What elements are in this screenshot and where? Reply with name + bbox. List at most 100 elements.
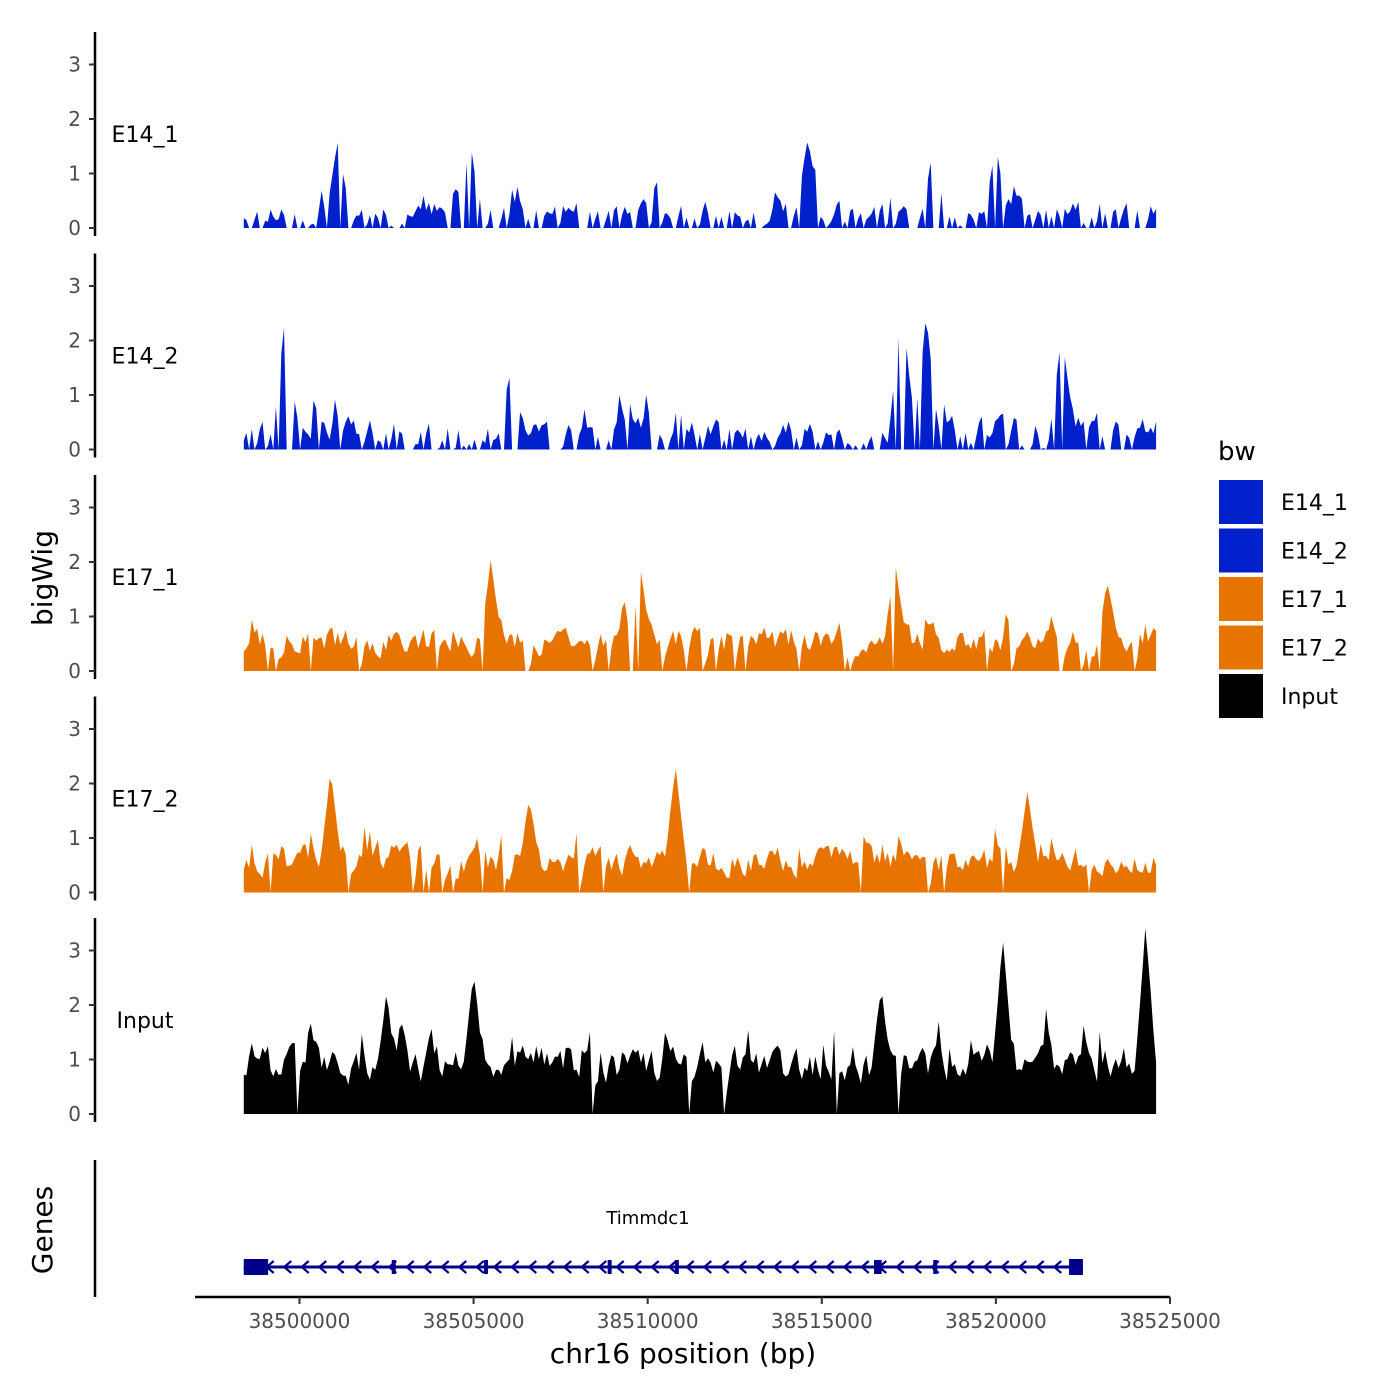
exon <box>607 1260 612 1274</box>
track-E14_1: 0 1 2 3 E14_1 <box>68 32 1157 240</box>
coverage-area-E17_1 <box>243 560 1157 671</box>
y-tick-label: 3 <box>68 939 81 963</box>
y-tick-label: 0 <box>68 881 81 905</box>
strand-arrow <box>615 1260 625 1274</box>
y-tick-label: 3 <box>68 53 81 77</box>
y-tick-label: 2 <box>68 993 81 1017</box>
legend: bw E14_1 E14_2 E17_1 E17_2 Input <box>1218 437 1348 718</box>
x-axis-title: chr16 position (bp) <box>550 1337 816 1370</box>
strand-arrow <box>597 1260 607 1274</box>
exon <box>1069 1259 1083 1275</box>
y-tick-label: 3 <box>68 496 81 520</box>
x-tick-label: 38520000 <box>945 1309 1047 1333</box>
legend-key-E14_2 <box>1219 528 1263 573</box>
gene-panel-title: Genes <box>26 1186 59 1274</box>
y-tick-label: 3 <box>68 717 81 741</box>
strand-arrow <box>1035 1260 1045 1274</box>
x-tick-label: 38525000 <box>1119 1309 1221 1333</box>
y-tick-label: 2 <box>68 107 81 131</box>
strand-arrow <box>860 1260 870 1274</box>
legend-label: E14_1 <box>1281 491 1348 516</box>
strand-arrow <box>510 1260 520 1274</box>
strand-arrow <box>912 1260 922 1274</box>
strand-arrow <box>842 1260 852 1274</box>
strand-arrow <box>580 1260 590 1274</box>
track-E14_2: 0 1 2 3 E14_2 <box>68 253 1157 462</box>
strand-arrow <box>825 1260 835 1274</box>
track-label: E14_1 <box>112 123 179 148</box>
legend-title: bw <box>1218 437 1256 467</box>
y-tick-label: 0 <box>68 216 81 240</box>
strand-arrow <box>632 1260 642 1274</box>
y-axis-title: bigWig <box>26 530 59 626</box>
legend-key-Input <box>1219 674 1263 718</box>
strand-arrow <box>492 1260 502 1274</box>
exon <box>674 1260 679 1274</box>
track-E17_2: 0 1 2 3 E17_2 <box>68 696 1157 905</box>
y-tick-label: 0 <box>68 438 81 462</box>
x-axis: 38500000 38505000 38510000 38515000 38520000… <box>195 1295 1221 1333</box>
coverage-area-E14_2 <box>243 323 1157 450</box>
strand-arrow <box>667 1260 677 1274</box>
legend-label: E14_2 <box>1281 540 1348 565</box>
strand-arrow <box>737 1260 747 1274</box>
x-tick-label: 38515000 <box>771 1309 873 1333</box>
track-label: E14_2 <box>112 345 179 370</box>
legend-label: Input <box>1281 685 1338 710</box>
track-Input: 0 1 2 3 Input <box>68 918 1157 1126</box>
y-tick-label: 1 <box>68 1048 81 1072</box>
track-label: E17_1 <box>112 566 179 591</box>
y-tick-label: 2 <box>68 329 81 353</box>
x-tick-label: 38505000 <box>423 1309 525 1333</box>
strand-arrow <box>440 1260 450 1274</box>
x-tick-label: 38510000 <box>597 1309 699 1333</box>
strand-arrow <box>807 1260 817 1274</box>
strand-arrow <box>1052 1260 1062 1274</box>
strand-arrow <box>1000 1260 1010 1274</box>
strand-arrow <box>405 1260 415 1274</box>
legend-label: E17_2 <box>1281 637 1348 662</box>
strand-arrow <box>317 1260 327 1274</box>
coverage-area-Input <box>243 928 1157 1114</box>
legend-key-E17_1 <box>1219 577 1263 621</box>
coverage-area-E17_2 <box>243 768 1157 893</box>
exon <box>243 1259 269 1275</box>
strand-arrow <box>335 1260 345 1274</box>
exon <box>933 1260 938 1274</box>
track-label: E17_2 <box>112 788 179 813</box>
exon <box>391 1260 396 1274</box>
tracks-layer: 0 1 2 3 E14_1 0 1 2 3 E14_2 0 1 2 3 E17_1 0 1 2 3 E17_2 0 1 2 3… <box>68 32 1157 1126</box>
strand-arrow <box>422 1260 432 1274</box>
strand-arrow <box>282 1260 292 1274</box>
gene-Timmdc1: Timmdc1 <box>243 1208 1083 1275</box>
strand-arrow <box>1017 1260 1027 1274</box>
strand-arrow <box>702 1260 712 1274</box>
y-tick-label: 0 <box>68 659 81 683</box>
x-tick-label: 38500000 <box>249 1309 351 1333</box>
strand-arrow <box>545 1260 555 1274</box>
y-tick-label: 1 <box>68 162 81 186</box>
y-tick-label: 1 <box>68 605 81 629</box>
exon <box>484 1260 489 1274</box>
track-E17_1: 0 1 2 3 E17_1 <box>68 475 1157 683</box>
y-tick-label: 0 <box>68 1102 81 1126</box>
gene-name-label: Timmdc1 <box>605 1208 689 1229</box>
strand-arrow <box>755 1260 765 1274</box>
strand-arrow <box>720 1260 730 1274</box>
strand-arrow <box>772 1260 782 1274</box>
y-tick-label: 2 <box>68 550 81 574</box>
gene-panel: Timmdc1 <box>93 1160 1083 1297</box>
strand-arrow <box>790 1260 800 1274</box>
strand-arrow <box>300 1260 310 1274</box>
strand-arrow <box>475 1260 485 1274</box>
y-tick-label: 1 <box>68 826 81 850</box>
strand-arrow <box>650 1260 660 1274</box>
strand-arrow <box>947 1260 957 1274</box>
strand-arrow <box>352 1260 362 1274</box>
coverage-area-E14_1 <box>243 142 1157 228</box>
y-tick-label: 2 <box>68 772 81 796</box>
legend-label: E17_1 <box>1281 588 1348 613</box>
legend-key-E17_2 <box>1219 625 1263 670</box>
exon <box>874 1260 882 1274</box>
